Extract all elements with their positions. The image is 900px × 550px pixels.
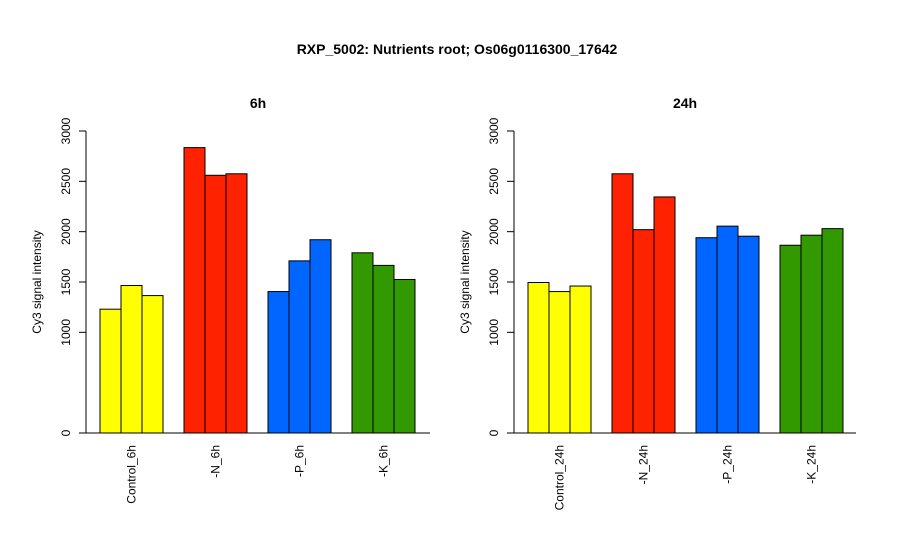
x-tick-label: -K_24h (805, 445, 819, 484)
chart-panel-1: 24h Control_24h -N_24h -P_24h -K_24h 0 1000 150… (458, 95, 856, 510)
bar (548, 291, 571, 434)
y-axis-label: Cy3 signal intensity (458, 230, 472, 333)
y-tick-label: 1000 (59, 319, 73, 346)
bar (267, 291, 290, 434)
x-tick-label: -K_6h (377, 445, 391, 477)
y-tick-label: 2000 (59, 218, 73, 245)
bar (204, 174, 227, 434)
main-title: RXP_5002: Nutrients root; Os06g0116300_1… (297, 41, 618, 57)
bar (716, 225, 739, 434)
bar (372, 264, 395, 434)
bar (99, 308, 122, 434)
bar (141, 295, 164, 434)
bar (288, 260, 311, 434)
chart-panels: 6h Control_6h -N_6h -P_6h -K_6h 0 1000 1500 2000… (30, 95, 856, 510)
bar (821, 228, 844, 434)
bar (527, 282, 550, 434)
y-tick-label: 2000 (487, 218, 501, 245)
y-tick-label: 3000 (487, 117, 501, 144)
bar (120, 285, 143, 434)
y-tick-label: 2500 (59, 168, 73, 195)
bar (653, 196, 676, 434)
bar (779, 244, 802, 434)
bar (569, 285, 592, 434)
panel-title: 6h (250, 95, 266, 111)
bar (393, 278, 416, 434)
bar (309, 239, 332, 434)
x-tick-label: -N_6h (209, 445, 223, 478)
x-tick-label: -N_24h (637, 445, 651, 484)
bar (632, 229, 655, 434)
bar (225, 173, 248, 434)
y-tick-label: 1500 (59, 268, 73, 295)
y-tick-label: 0 (59, 429, 73, 436)
bar (351, 252, 374, 434)
x-tick-label: Control_24h (553, 445, 567, 510)
panel-title: 24h (673, 95, 697, 111)
y-tick-label: 1000 (487, 319, 501, 346)
bar (695, 237, 718, 434)
y-tick-label: 2500 (487, 168, 501, 195)
bar (737, 235, 760, 434)
chart-panel-0: 6h Control_6h -N_6h -P_6h -K_6h 0 1000 1500 2000… (30, 95, 430, 504)
x-tick-label: Control_6h (125, 445, 139, 504)
y-tick-label: 1500 (487, 268, 501, 295)
x-tick-label: -P_6h (293, 445, 307, 477)
y-tick-label: 0 (487, 429, 501, 436)
y-axis-label: Cy3 signal intensity (30, 230, 44, 333)
bar (611, 173, 634, 434)
bar (800, 234, 823, 434)
bar (183, 147, 206, 434)
x-tick-label: -P_24h (721, 445, 735, 484)
y-tick-label: 3000 (59, 117, 73, 144)
